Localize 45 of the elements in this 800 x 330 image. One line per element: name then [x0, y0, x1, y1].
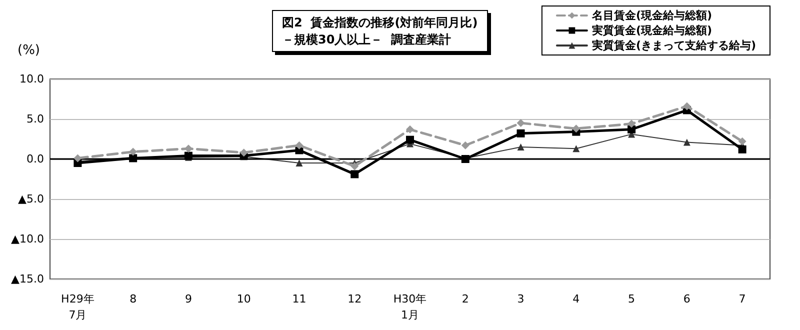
point: [461, 141, 470, 150]
x-tick-label: 6: [683, 292, 690, 306]
y-tick-label: 0.0: [26, 152, 44, 166]
y-tick-label: ▲15.0: [11, 272, 44, 286]
x-tick-label: 11: [292, 292, 306, 306]
x-tick-label: H29年 7月: [61, 292, 94, 322]
chart-title: 図2 賃金指数の推移(対前年同月比) －規模30人以上－ 調査産業計: [282, 16, 478, 46]
y-tick-label: ▲5.0: [18, 192, 44, 206]
point: [74, 154, 82, 162]
legend-label: 実質賃金(現金給与総額): [590, 24, 712, 37]
point: [350, 162, 359, 170]
legend-label: 実質賃金(きまって支給する給与): [590, 39, 756, 52]
x-tick-label: H30年 1月: [393, 292, 427, 322]
point: [682, 102, 691, 110]
point: [296, 160, 303, 166]
x-tick-label: 8: [130, 292, 137, 306]
point: [572, 145, 580, 152]
x-tick-label: 3: [517, 292, 524, 306]
x-tick-label: 5: [628, 292, 636, 306]
point: [129, 148, 138, 156]
x-tick-label: 4: [572, 292, 580, 306]
x-tick-label: 10: [236, 292, 251, 306]
point: [516, 129, 525, 138]
point: [240, 148, 248, 157]
x-tick-label: 12: [348, 292, 362, 306]
x-tick-label: 2: [462, 292, 469, 306]
y-tick-label: 5.0: [26, 112, 44, 126]
point: [406, 125, 414, 134]
point: [572, 124, 580, 133]
point: [628, 125, 636, 134]
point: [517, 144, 524, 150]
point: [350, 170, 359, 178]
point: [628, 120, 636, 128]
point: [738, 137, 746, 146]
y-tick-label: ▲10.0: [11, 232, 44, 246]
point: [295, 141, 304, 150]
x-tick-label: 7: [738, 292, 746, 306]
y-axis-title: (%): [18, 43, 40, 58]
legend-label: 名目賃金(現金給与総額): [590, 9, 712, 22]
point: [683, 138, 690, 146]
x-tick-label: 9: [184, 292, 192, 306]
point: [738, 145, 746, 154]
point: [406, 136, 414, 144]
y-tick-label: 10.0: [20, 72, 44, 86]
point: [516, 119, 525, 127]
